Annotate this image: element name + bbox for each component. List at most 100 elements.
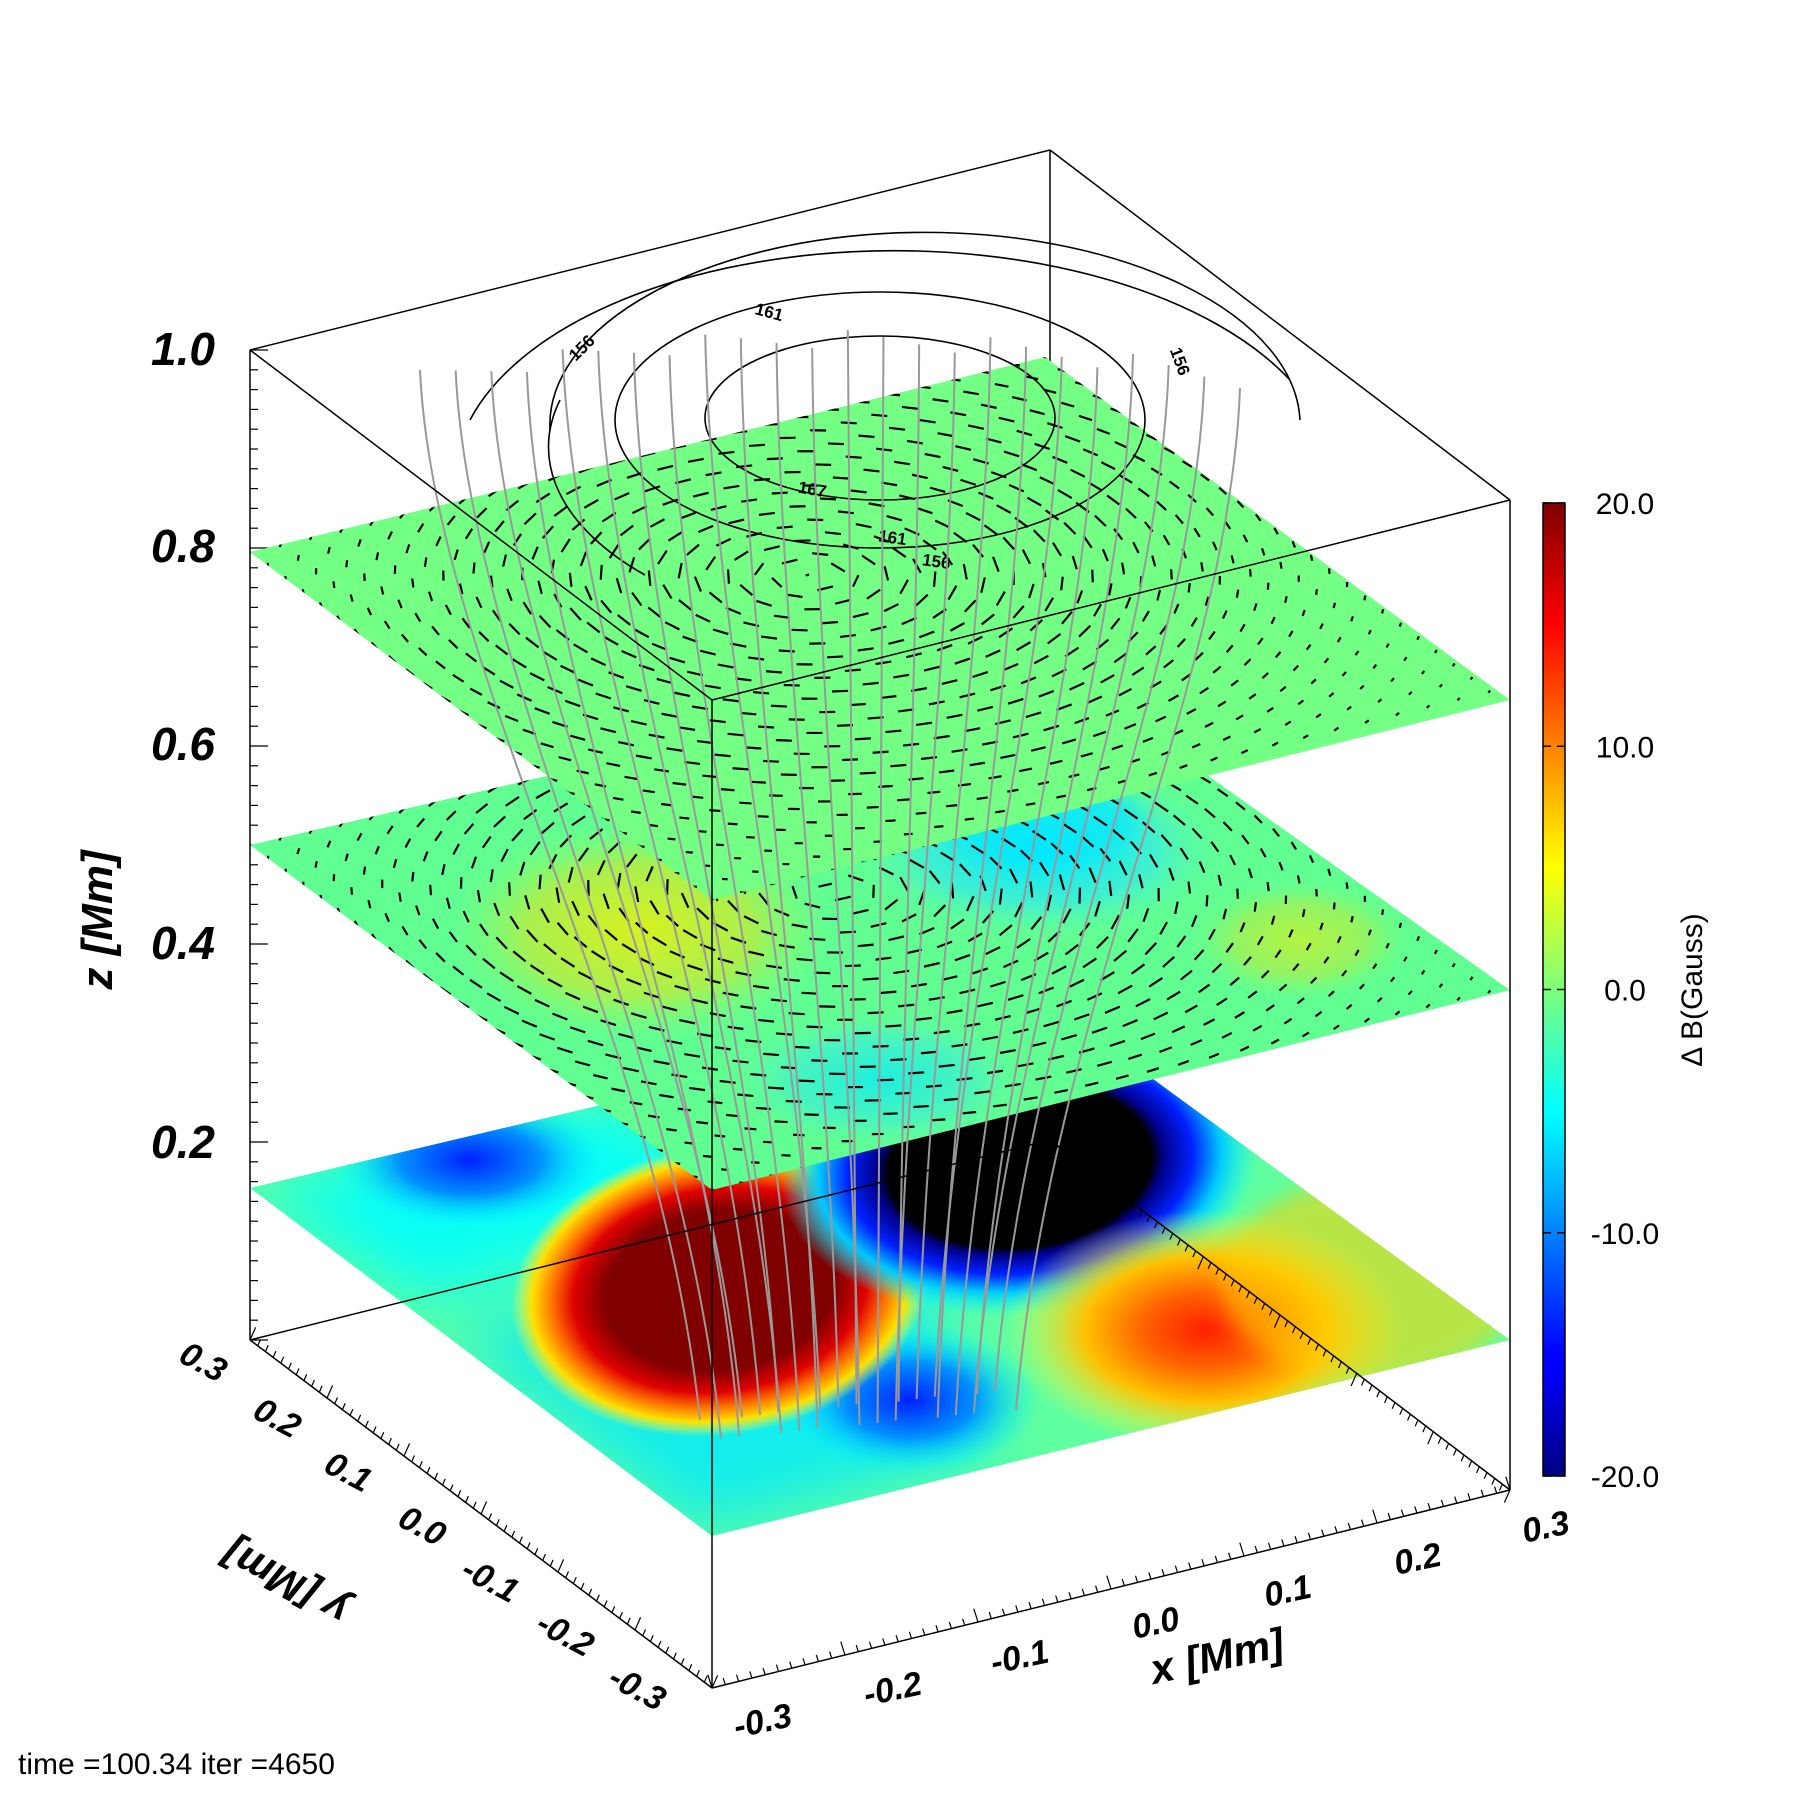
y-minor-tick: [472, 1501, 477, 1509]
field-arrow: [765, 670, 783, 674]
field-arrow: [1239, 922, 1246, 933]
field-arrow: [791, 885, 798, 899]
field-arrow: [590, 531, 603, 545]
field-arrow: [589, 828, 604, 840]
field-arrow: [1119, 474, 1133, 484]
field-arrow: [656, 677, 673, 685]
field-arrow: [959, 988, 976, 995]
field-arrow: [392, 858, 398, 869]
field-arrow: [1030, 1041, 1047, 1048]
field-arrow: [934, 519, 951, 529]
field-line: [897, 344, 921, 1402]
field-arrow: [853, 400, 870, 404]
field-arrow: [763, 759, 780, 763]
field-arrow: [689, 1086, 706, 1092]
field-arrow: [903, 832, 913, 836]
field-arrow: [600, 599, 613, 614]
field-arrow: [1012, 1028, 1029, 1035]
y-minor-tick: [426, 1466, 431, 1474]
field-arrow: [883, 566, 890, 581]
y-minor-tick: [642, 1629, 647, 1637]
field-arrow: [883, 603, 899, 613]
field-arrow: [791, 923, 808, 929]
field-arrow: [1173, 729, 1184, 736]
x-minor-tick: [1214, 1555, 1218, 1563]
field-arrow: [731, 430, 748, 434]
field-arrow: [771, 577, 783, 588]
field-arrow: [1208, 1052, 1220, 1059]
y-minor-tick: [1120, 1198, 1128, 1212]
field-arrow: [1221, 1031, 1233, 1039]
field-arrow: [1382, 732, 1388, 738]
field-arrow: [1050, 842, 1064, 855]
field-arrow: [839, 633, 856, 639]
x-minor-tick: [762, 1667, 766, 1675]
field-arrow: [774, 1120, 788, 1124]
field-arrow: [1156, 589, 1162, 601]
field-arrow: [571, 815, 586, 827]
x-minor-tick: [973, 1608, 979, 1623]
field-arrow: [1046, 894, 1053, 911]
field-arrow: [704, 684, 721, 690]
field-arrow: [1416, 936, 1421, 942]
field-arrow: [1029, 881, 1034, 898]
field-arrow: [1108, 583, 1113, 596]
field-arrow: [357, 538, 362, 547]
field-arrow: [571, 518, 586, 531]
field-arrow: [526, 929, 539, 943]
field-arrow: [1272, 828, 1280, 837]
field-arrow: [941, 975, 958, 981]
field-arrow: [1187, 582, 1191, 593]
field-arrow: [540, 742, 554, 749]
field-arrow: [1190, 1039, 1203, 1046]
field-arrow: [1181, 673, 1192, 682]
field-arrow: [760, 929, 778, 937]
field-arrow: [977, 705, 994, 712]
field-arrow: [1351, 740, 1357, 745]
field-arrow: [1350, 616, 1354, 622]
field-arrow: [1101, 548, 1109, 562]
field-arrow: [547, 978, 563, 988]
y-minor-tick: [1215, 1268, 1220, 1275]
field-arrow: [687, 457, 704, 463]
field-arrow: [761, 423, 778, 426]
field-arrow: [954, 657, 971, 665]
field-arrow: [537, 580, 543, 595]
field-arrow: [1038, 689, 1055, 698]
field-arrow: [595, 984, 612, 994]
field-arrow: [989, 980, 1006, 988]
field-arrow: [1174, 514, 1184, 525]
field-arrow: [727, 900, 740, 914]
field-arrow: [608, 671, 625, 679]
field-arrow: [657, 550, 668, 565]
field-arrow: [1390, 677, 1395, 683]
z-axis-labels: 0.2 0.4 0.6 0.8 1.0 z [Mm]: [73, 323, 215, 1168]
field-arrow: [687, 964, 703, 972]
field-arrow: [963, 390, 980, 396]
field-arrow: [834, 598, 851, 605]
field-arrow: [684, 760, 701, 766]
field-arrow: [465, 652, 478, 663]
field-arrow: [1124, 596, 1132, 609]
field-arrow: [809, 937, 826, 941]
field-arrow: [1265, 1004, 1275, 1012]
y-minor-tick: [1330, 1355, 1335, 1363]
field-arrow: [712, 628, 729, 636]
field-arrow: [822, 620, 839, 625]
field-arrow: [1190, 915, 1198, 928]
field-arrow: [939, 769, 955, 774]
field-arrow: [964, 817, 975, 821]
field-arrow: [621, 650, 637, 659]
field-arrow: [1408, 691, 1413, 696]
field-arrow: [1122, 1019, 1138, 1028]
field-arrow: [933, 904, 947, 918]
field-arrow: [644, 485, 661, 493]
field-arrow: [727, 569, 730, 584]
field-arrow: [1319, 922, 1324, 931]
field-arrow: [608, 544, 620, 559]
field-arrow: [693, 576, 702, 592]
field-arrow: [516, 693, 533, 702]
field-arrow: [1028, 583, 1035, 599]
field-arrow: [1292, 963, 1300, 972]
field-arrow: [708, 591, 723, 604]
